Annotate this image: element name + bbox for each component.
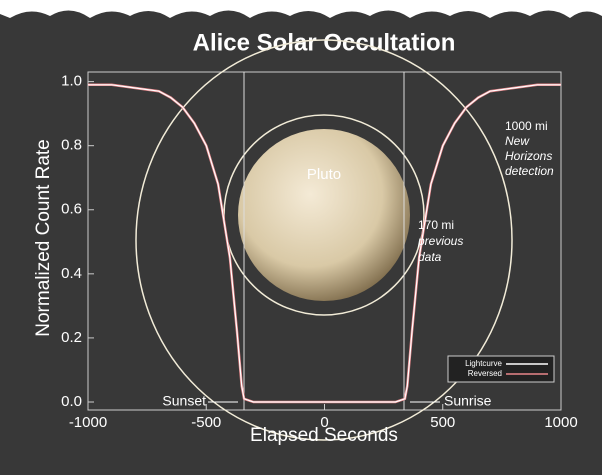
annotation: Pluto: [307, 166, 341, 183]
y-tick-label: 0.0: [61, 393, 82, 410]
y-tick-label: 0.8: [61, 137, 82, 154]
annotation: 170 mi: [418, 218, 454, 232]
annotation: previous: [417, 234, 463, 248]
x-tick-label: -500: [191, 414, 221, 431]
y-tick-label: 0.4: [61, 265, 82, 282]
x-tick-label: -1000: [69, 414, 107, 431]
y-tick-label: 0.2: [61, 329, 82, 346]
y-tick-label: 0.6: [61, 201, 82, 218]
annotation: Sunrise: [444, 393, 492, 409]
annotation: New: [505, 134, 530, 148]
y-tick-label: 1.0: [61, 73, 82, 90]
x-tick-label: 0: [320, 414, 328, 431]
y-axis-label: Normalized Count Rate: [33, 139, 54, 336]
annotation: Sunset: [162, 393, 206, 409]
annotation: detection: [505, 164, 554, 178]
annotation: 1000 mi: [505, 119, 548, 133]
chart: Alice Solar Occultation Elapsed Seconds …: [0, 0, 602, 475]
legend-label: Lightcurve: [465, 359, 502, 368]
chart-title: Alice Solar Occultation: [193, 29, 456, 56]
annotation: data: [418, 250, 442, 264]
x-tick-label: 1000: [544, 414, 577, 431]
x-tick-label: 500: [430, 414, 455, 431]
legend-label: Reversed: [468, 369, 502, 378]
annotation: Horizons: [505, 149, 552, 163]
pluto-image: [238, 129, 410, 301]
